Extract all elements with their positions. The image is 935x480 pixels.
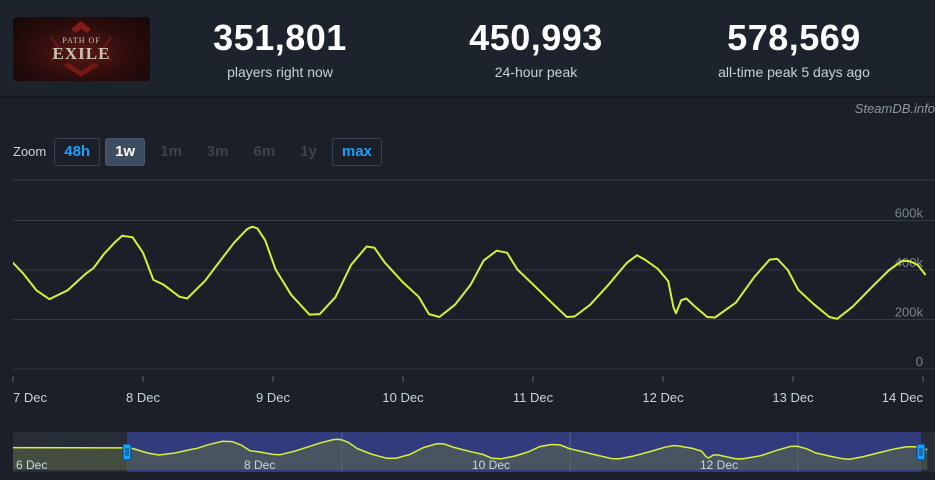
navigator-area [13,439,928,470]
x-tick-label: 7 Dec [13,390,47,405]
zoom-1m-button[interactable]: 1m [160,142,182,160]
x-tick-label: 14 Dec [882,390,924,405]
logo-big-text: EXILE [52,43,111,63]
navigator-handle-left[interactable] [122,443,132,461]
navigator-tick-label: 10 Dec [472,458,510,472]
navigator-tick-label: 6 Dec [16,458,47,472]
zoom-controls: Zoom 48h 1w 1m 3m 6m 1y max [13,137,387,166]
stat-label: 24-hour peak [494,64,578,80]
zoom-48h-button[interactable]: 48h [54,137,101,166]
stat-all-time-peak: 578,569 all-time peak 5 days ago [679,17,909,81]
stat-label: all-time peak 5 days ago [718,64,870,80]
stat-value: 450,993 [469,17,603,58]
navigator-tick-label: 8 Dec [244,458,275,472]
x-tick-label: 11 Dec [513,390,554,405]
zoom-6m-button[interactable]: 6m [253,142,276,160]
y-tick-label: 600k [895,206,924,221]
stat-current-players: 351,801 players right now [165,17,395,81]
y-tick-label: 400k [895,255,924,270]
stats-header: PATH OF EXILE 351,801 players right now … [0,0,935,98]
logo-wordmark: PATH OF EXILE [52,35,111,63]
player-count-chart[interactable]: 0 200k 400k 600k 7 Dec 8 Dec 9 Dec 10 Dec 11 Dec… [0,170,935,415]
zoom-1y-button[interactable]: 1y [300,142,317,160]
zoom-label: Zoom [13,144,47,159]
navigator-handle-right[interactable] [916,443,926,461]
stat-value: 578,569 [727,17,861,58]
chart-navigator[interactable]: 6 Dec 8 Dec 10 Dec 12 Dec [0,430,935,475]
zoom-1w-button[interactable]: 1w [105,137,146,166]
series-line-players [13,225,927,320]
zoom-max-button[interactable]: max [331,137,382,166]
y-tick-label: 0 [916,354,923,369]
logo-small-text: PATH OF [62,35,101,45]
steamdb-credit[interactable]: SteamDB.info [854,101,935,116]
stat-value: 351,801 [213,17,347,58]
navigator-series-line [13,438,928,460]
stat-label: players right now [227,64,333,80]
zoom-3m-button[interactable]: 3m [206,142,229,160]
logo-emblem-icon [50,21,112,77]
x-tick-label: 12 Dec [642,390,684,405]
x-tick-label: 10 Dec [382,390,424,405]
stat-24h-peak: 450,993 24-hour peak [421,17,651,81]
game-logo[interactable]: PATH OF EXILE [13,17,150,81]
navigator-tick-label: 12 Dec [700,458,738,472]
y-tick-label: 200k [895,305,924,320]
x-tick-label: 13 Dec [772,390,814,405]
x-tick-label: 8 Dec [126,390,160,405]
x-tick-label: 9 Dec [256,390,290,405]
